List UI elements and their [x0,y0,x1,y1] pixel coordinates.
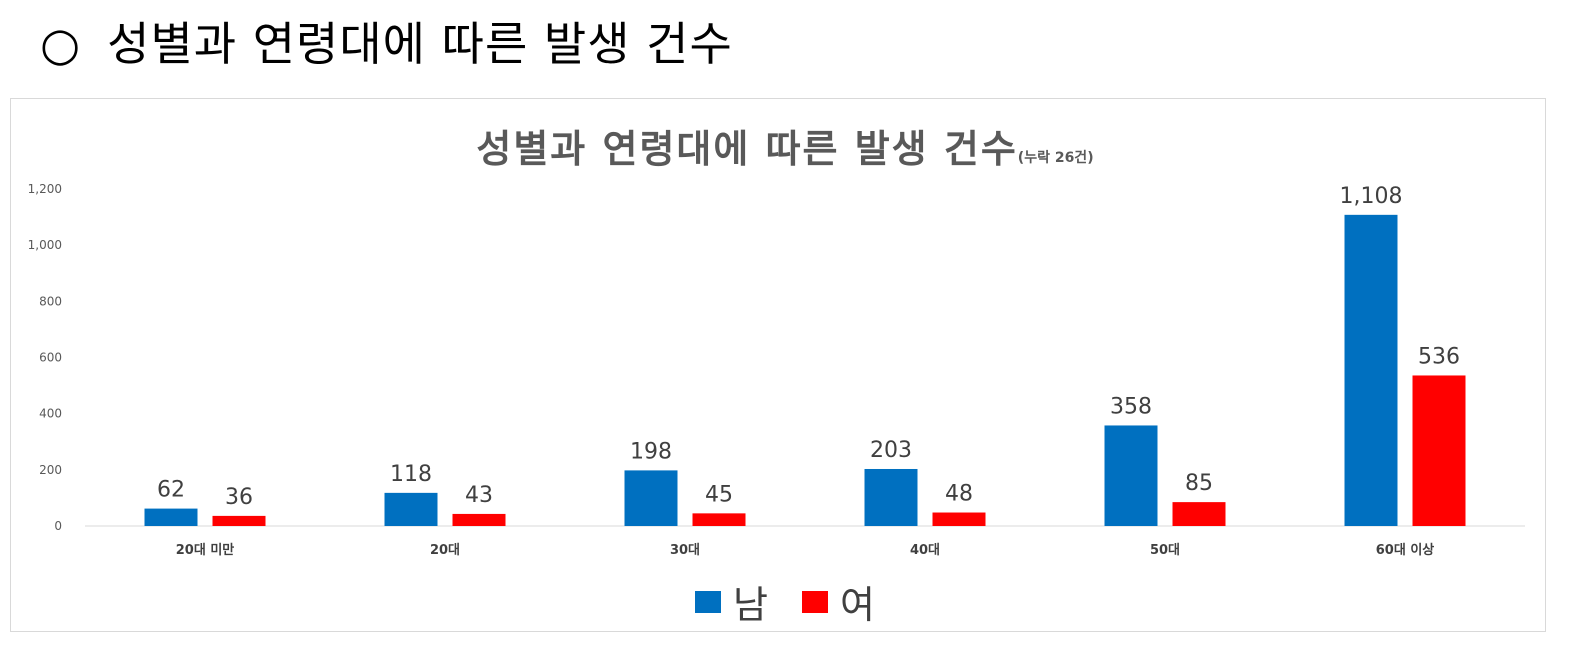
y-tick-label: 600 [39,351,62,365]
bullet-circle: ○ [40,17,82,71]
data-label-female: 48 [945,482,973,507]
bar-male [384,492,438,526]
bar-male [624,470,678,526]
chart-frame [10,98,1546,632]
category-label: 20대 미만 [176,542,235,558]
data-label-male: 358 [1110,394,1152,419]
y-tick-label: 800 [39,294,62,308]
y-tick-label: 1,000 [28,238,62,252]
legend-label-female: 여 [840,583,875,627]
data-label-male: 118 [390,462,432,487]
bar-female [452,513,506,526]
document-heading: ○ 성별과 연령대에 따른 발생 건수 [40,8,733,74]
chart-title-main: 성별과 연령대에 따른 발생 건수 [476,127,1018,171]
bar-female [1412,375,1466,526]
data-label-female: 536 [1418,344,1460,369]
legend-label-male: 남 [733,583,768,627]
legend-swatch-female [802,590,828,613]
bar-male [144,508,198,526]
bar-female [212,515,266,526]
category-label: 40대 [910,543,940,558]
category-label: 60대 이상 [1376,542,1435,558]
data-label-male: 62 [157,478,185,503]
legend-item-female: 여 [802,574,875,629]
bar-female [932,512,986,526]
bar-female [692,513,746,526]
y-tick-label: 200 [39,463,62,477]
data-label-female: 85 [1185,471,1213,496]
bar-male [864,468,918,526]
data-label-female: 45 [705,482,733,507]
chart-title: 성별과 연령대에 따른 발생 건수(누락 26건) [0,118,1570,173]
category-label: 20대 [430,543,460,558]
bar-male [1344,214,1398,526]
data-label-female: 43 [465,483,493,508]
bar-female [1172,502,1226,526]
data-label-female: 36 [225,485,253,510]
data-label-male: 203 [870,438,912,463]
y-tick-label: 0 [54,519,62,533]
chart-legend: 남 여 [0,574,1570,629]
y-tick-label: 400 [39,407,62,421]
legend-swatch-male [695,590,722,613]
category-label: 30대 [670,543,700,558]
data-label-male: 198 [630,439,672,464]
heading-text: 성별과 연령대에 따른 발생 건수 [107,17,733,71]
category-label: 50대 [1150,543,1180,558]
legend-item-male: 남 [695,574,768,629]
y-tick-label: 1,200 [28,182,62,196]
chart-title-subtitle: (누락 26건) [1017,150,1094,166]
bar-male [1104,425,1158,526]
data-label-male: 1,108 [1340,184,1403,209]
